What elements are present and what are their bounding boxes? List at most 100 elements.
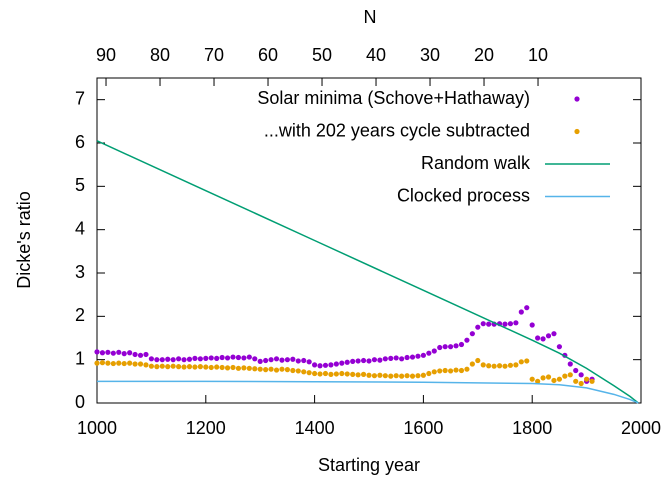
data-point [540, 375, 546, 381]
data-point [551, 377, 557, 384]
y-tick-label: 0 [75, 392, 85, 412]
y-axis-label: Dicke's ratio [14, 191, 34, 288]
data-point [540, 336, 546, 342]
data-point [535, 378, 541, 384]
data-point [355, 358, 361, 364]
data-point [306, 370, 312, 376]
data-point [529, 376, 535, 382]
data-point [94, 360, 100, 366]
data-point [458, 367, 465, 374]
data-point [148, 363, 154, 369]
data-point [469, 331, 475, 337]
data-point [235, 354, 242, 361]
plot-frame [96, 77, 642, 404]
data-point [507, 362, 514, 368]
x-tick-label: 1200 [186, 418, 226, 438]
data-point [241, 365, 247, 371]
data-point [475, 324, 481, 330]
data-point [154, 357, 160, 363]
x2-tick-label: 40 [366, 45, 386, 65]
x-tick-label: 1800 [512, 418, 552, 438]
data-point [344, 371, 350, 377]
data-point [268, 357, 274, 363]
data-point [154, 364, 160, 370]
data-point [143, 351, 149, 358]
data-point [556, 376, 563, 382]
data-point [230, 364, 236, 371]
x2-tick-label: 50 [312, 45, 332, 65]
data-point [567, 361, 573, 367]
data-point [496, 363, 503, 369]
data-point [197, 356, 203, 362]
data-point [486, 321, 492, 327]
data-point [393, 373, 399, 379]
x2-tick-label: 10 [528, 45, 548, 65]
data-point [404, 354, 410, 361]
data-point [214, 355, 220, 361]
data-point [360, 357, 367, 364]
data-point [409, 354, 416, 360]
x2-tick-label: 80 [150, 45, 170, 65]
data-point [382, 356, 388, 362]
data-point [388, 373, 394, 379]
data-point [214, 364, 220, 370]
data-point [453, 343, 459, 349]
data-point [322, 370, 329, 377]
data-point [399, 373, 405, 379]
data-point [121, 360, 127, 367]
data-point [317, 363, 323, 369]
data-point [252, 366, 258, 372]
data-point [486, 363, 492, 369]
data-point [431, 348, 437, 354]
x-axis-label: Starting year [318, 455, 420, 475]
data-point [426, 350, 432, 356]
data-point [350, 358, 356, 364]
data-point [301, 369, 307, 375]
data-point [513, 362, 519, 368]
data-point [437, 344, 443, 351]
data-point [502, 363, 508, 369]
data-point [186, 364, 193, 370]
y-tick-label: 4 [75, 218, 85, 238]
data-point [110, 350, 116, 356]
data-point [322, 362, 329, 368]
data-point [584, 376, 590, 382]
data-point [562, 373, 568, 379]
data-point [475, 357, 481, 364]
data-point [279, 357, 285, 363]
data-point [339, 370, 345, 377]
data-point [524, 305, 530, 311]
data-point [127, 350, 133, 356]
y-tick-label: 2 [75, 305, 85, 325]
data-point [284, 357, 290, 363]
data-point [371, 357, 378, 363]
y-tick-label: 5 [75, 175, 85, 195]
x2-tick-label: 90 [96, 45, 116, 65]
data-point [192, 364, 198, 370]
x2-axis-label: N [364, 7, 377, 27]
data-point [573, 378, 579, 384]
data-point [165, 364, 171, 370]
x2-tick-label: 30 [420, 45, 440, 65]
data-point [415, 353, 421, 359]
y-tick-label: 6 [75, 132, 85, 152]
data-point [181, 357, 187, 363]
data-point [176, 356, 182, 362]
data-point [535, 335, 541, 341]
data-point [159, 357, 165, 363]
data-point [246, 354, 252, 360]
data-point [241, 355, 247, 361]
data-point [224, 355, 231, 361]
data-point [306, 359, 312, 365]
data-point [377, 372, 383, 378]
data-point [176, 364, 182, 370]
data-point [257, 366, 263, 372]
data-point [203, 364, 209, 370]
x-tick-label: 1400 [295, 418, 335, 438]
data-point [132, 351, 138, 358]
data-point [284, 367, 290, 373]
data-point [263, 367, 269, 373]
data-point [137, 361, 144, 367]
data-point [388, 355, 394, 361]
